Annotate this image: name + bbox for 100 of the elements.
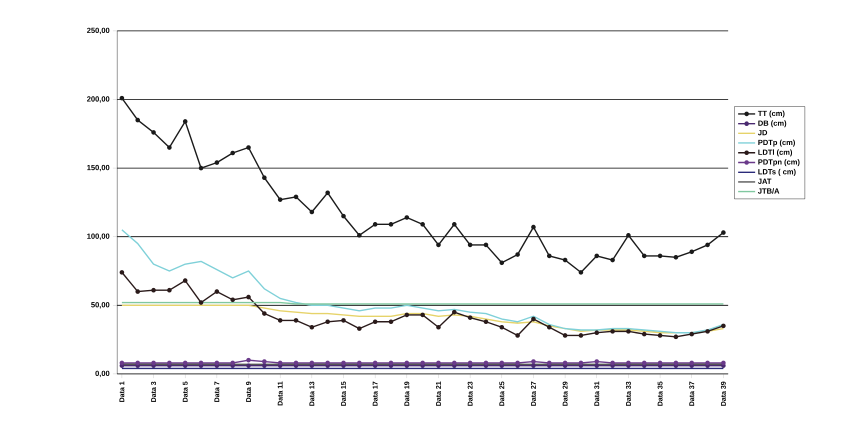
point <box>594 363 600 368</box>
point <box>689 332 694 336</box>
point <box>262 363 267 368</box>
point <box>499 324 504 330</box>
point <box>658 360 662 366</box>
point <box>198 166 204 170</box>
point <box>151 360 156 366</box>
point <box>499 260 504 266</box>
point <box>135 289 140 294</box>
point <box>262 359 267 364</box>
point <box>357 326 362 331</box>
point <box>705 329 710 334</box>
point <box>610 258 615 262</box>
point <box>674 334 678 340</box>
point <box>325 190 330 196</box>
point <box>626 329 631 334</box>
point <box>325 319 330 324</box>
point <box>167 360 172 366</box>
point <box>167 288 172 293</box>
point <box>562 360 568 366</box>
point <box>436 242 441 248</box>
point <box>658 254 662 258</box>
point <box>674 360 678 366</box>
point <box>262 311 267 316</box>
point <box>721 360 726 366</box>
point <box>151 288 156 293</box>
point <box>546 254 552 258</box>
point <box>372 360 378 366</box>
point <box>721 230 726 235</box>
point <box>404 360 410 366</box>
point <box>578 360 584 366</box>
point <box>325 360 330 366</box>
point <box>404 215 410 220</box>
point <box>135 360 140 366</box>
point <box>388 319 394 324</box>
point <box>294 318 298 323</box>
point <box>452 310 457 314</box>
point <box>499 360 504 366</box>
point <box>484 360 488 366</box>
point <box>689 249 694 254</box>
point <box>721 324 726 328</box>
point <box>642 254 647 258</box>
point <box>151 130 156 135</box>
point <box>214 360 220 366</box>
point <box>420 360 425 366</box>
point <box>182 360 188 366</box>
point <box>531 224 536 230</box>
point <box>531 359 536 364</box>
point <box>484 242 488 248</box>
point <box>120 270 124 275</box>
point <box>310 360 314 366</box>
point <box>341 214 346 218</box>
point <box>230 298 235 302</box>
point <box>357 360 362 366</box>
point <box>388 222 394 227</box>
point <box>689 360 694 366</box>
point <box>294 360 298 366</box>
point <box>436 360 441 366</box>
point <box>214 289 220 294</box>
point <box>310 210 314 214</box>
point <box>214 160 220 165</box>
point <box>515 333 520 338</box>
point <box>468 360 472 366</box>
point <box>372 222 378 227</box>
point <box>246 358 251 362</box>
point <box>515 360 520 366</box>
point <box>626 360 631 366</box>
point <box>484 319 488 324</box>
point <box>515 252 520 257</box>
point <box>278 360 282 366</box>
point <box>198 360 204 366</box>
point <box>531 363 536 368</box>
point <box>594 359 600 364</box>
point <box>388 360 394 366</box>
point <box>562 258 568 262</box>
point <box>420 222 425 227</box>
point <box>420 312 425 318</box>
point <box>468 242 472 248</box>
point <box>198 300 204 305</box>
point <box>658 333 662 338</box>
point <box>357 233 362 238</box>
point <box>182 119 188 124</box>
point <box>294 194 298 200</box>
point <box>404 312 410 318</box>
point <box>246 363 251 368</box>
point <box>135 118 140 122</box>
point <box>642 360 647 366</box>
point <box>182 278 188 283</box>
point <box>436 324 441 330</box>
point <box>230 150 235 156</box>
point <box>594 254 600 258</box>
point <box>341 318 346 323</box>
point <box>546 360 552 366</box>
point <box>310 324 314 330</box>
point <box>262 175 267 180</box>
point <box>246 294 251 300</box>
point <box>578 270 584 275</box>
point <box>246 145 251 150</box>
point <box>626 233 631 238</box>
point <box>452 222 457 227</box>
